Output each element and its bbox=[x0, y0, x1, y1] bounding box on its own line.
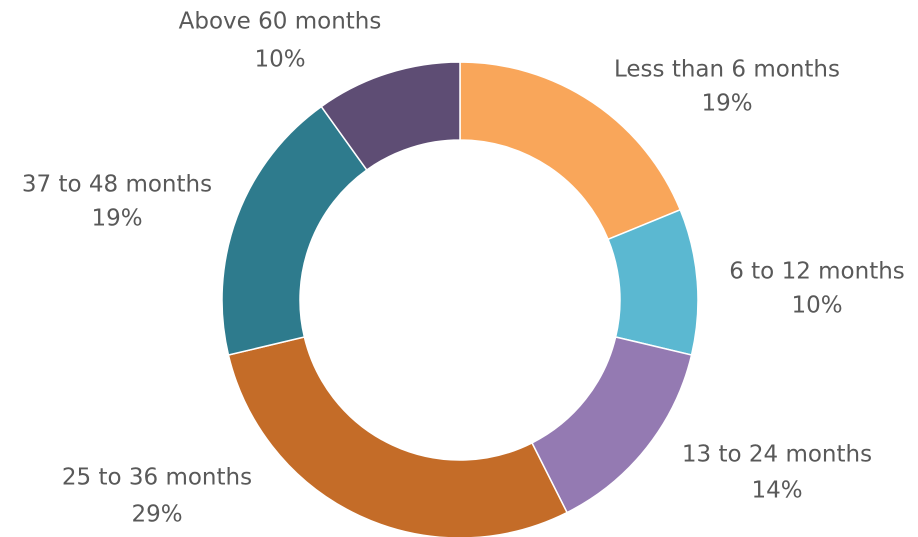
slice-value-label: 10% bbox=[791, 293, 842, 319]
donut-slice bbox=[320, 61, 461, 172]
donut-slice bbox=[530, 336, 693, 514]
donut-slice bbox=[227, 336, 569, 537]
slice-value-label: 14% bbox=[751, 478, 802, 504]
slice-label: 37 to 48 months bbox=[22, 172, 212, 198]
slice-label: Less than 6 months bbox=[614, 57, 840, 83]
slice-value-label: 10% bbox=[254, 47, 305, 73]
slice-value-label: 29% bbox=[131, 502, 182, 528]
slice-value-label: 19% bbox=[91, 206, 142, 232]
slice-label: 6 to 12 months bbox=[729, 259, 905, 285]
slice-label: 13 to 24 months bbox=[682, 442, 872, 468]
slice-value-label: 19% bbox=[701, 91, 752, 117]
slice-label: 25 to 36 months bbox=[62, 465, 252, 491]
slice-label: Above 60 months bbox=[179, 9, 382, 35]
donut-slice bbox=[221, 105, 368, 356]
donut-slice bbox=[459, 61, 682, 241]
